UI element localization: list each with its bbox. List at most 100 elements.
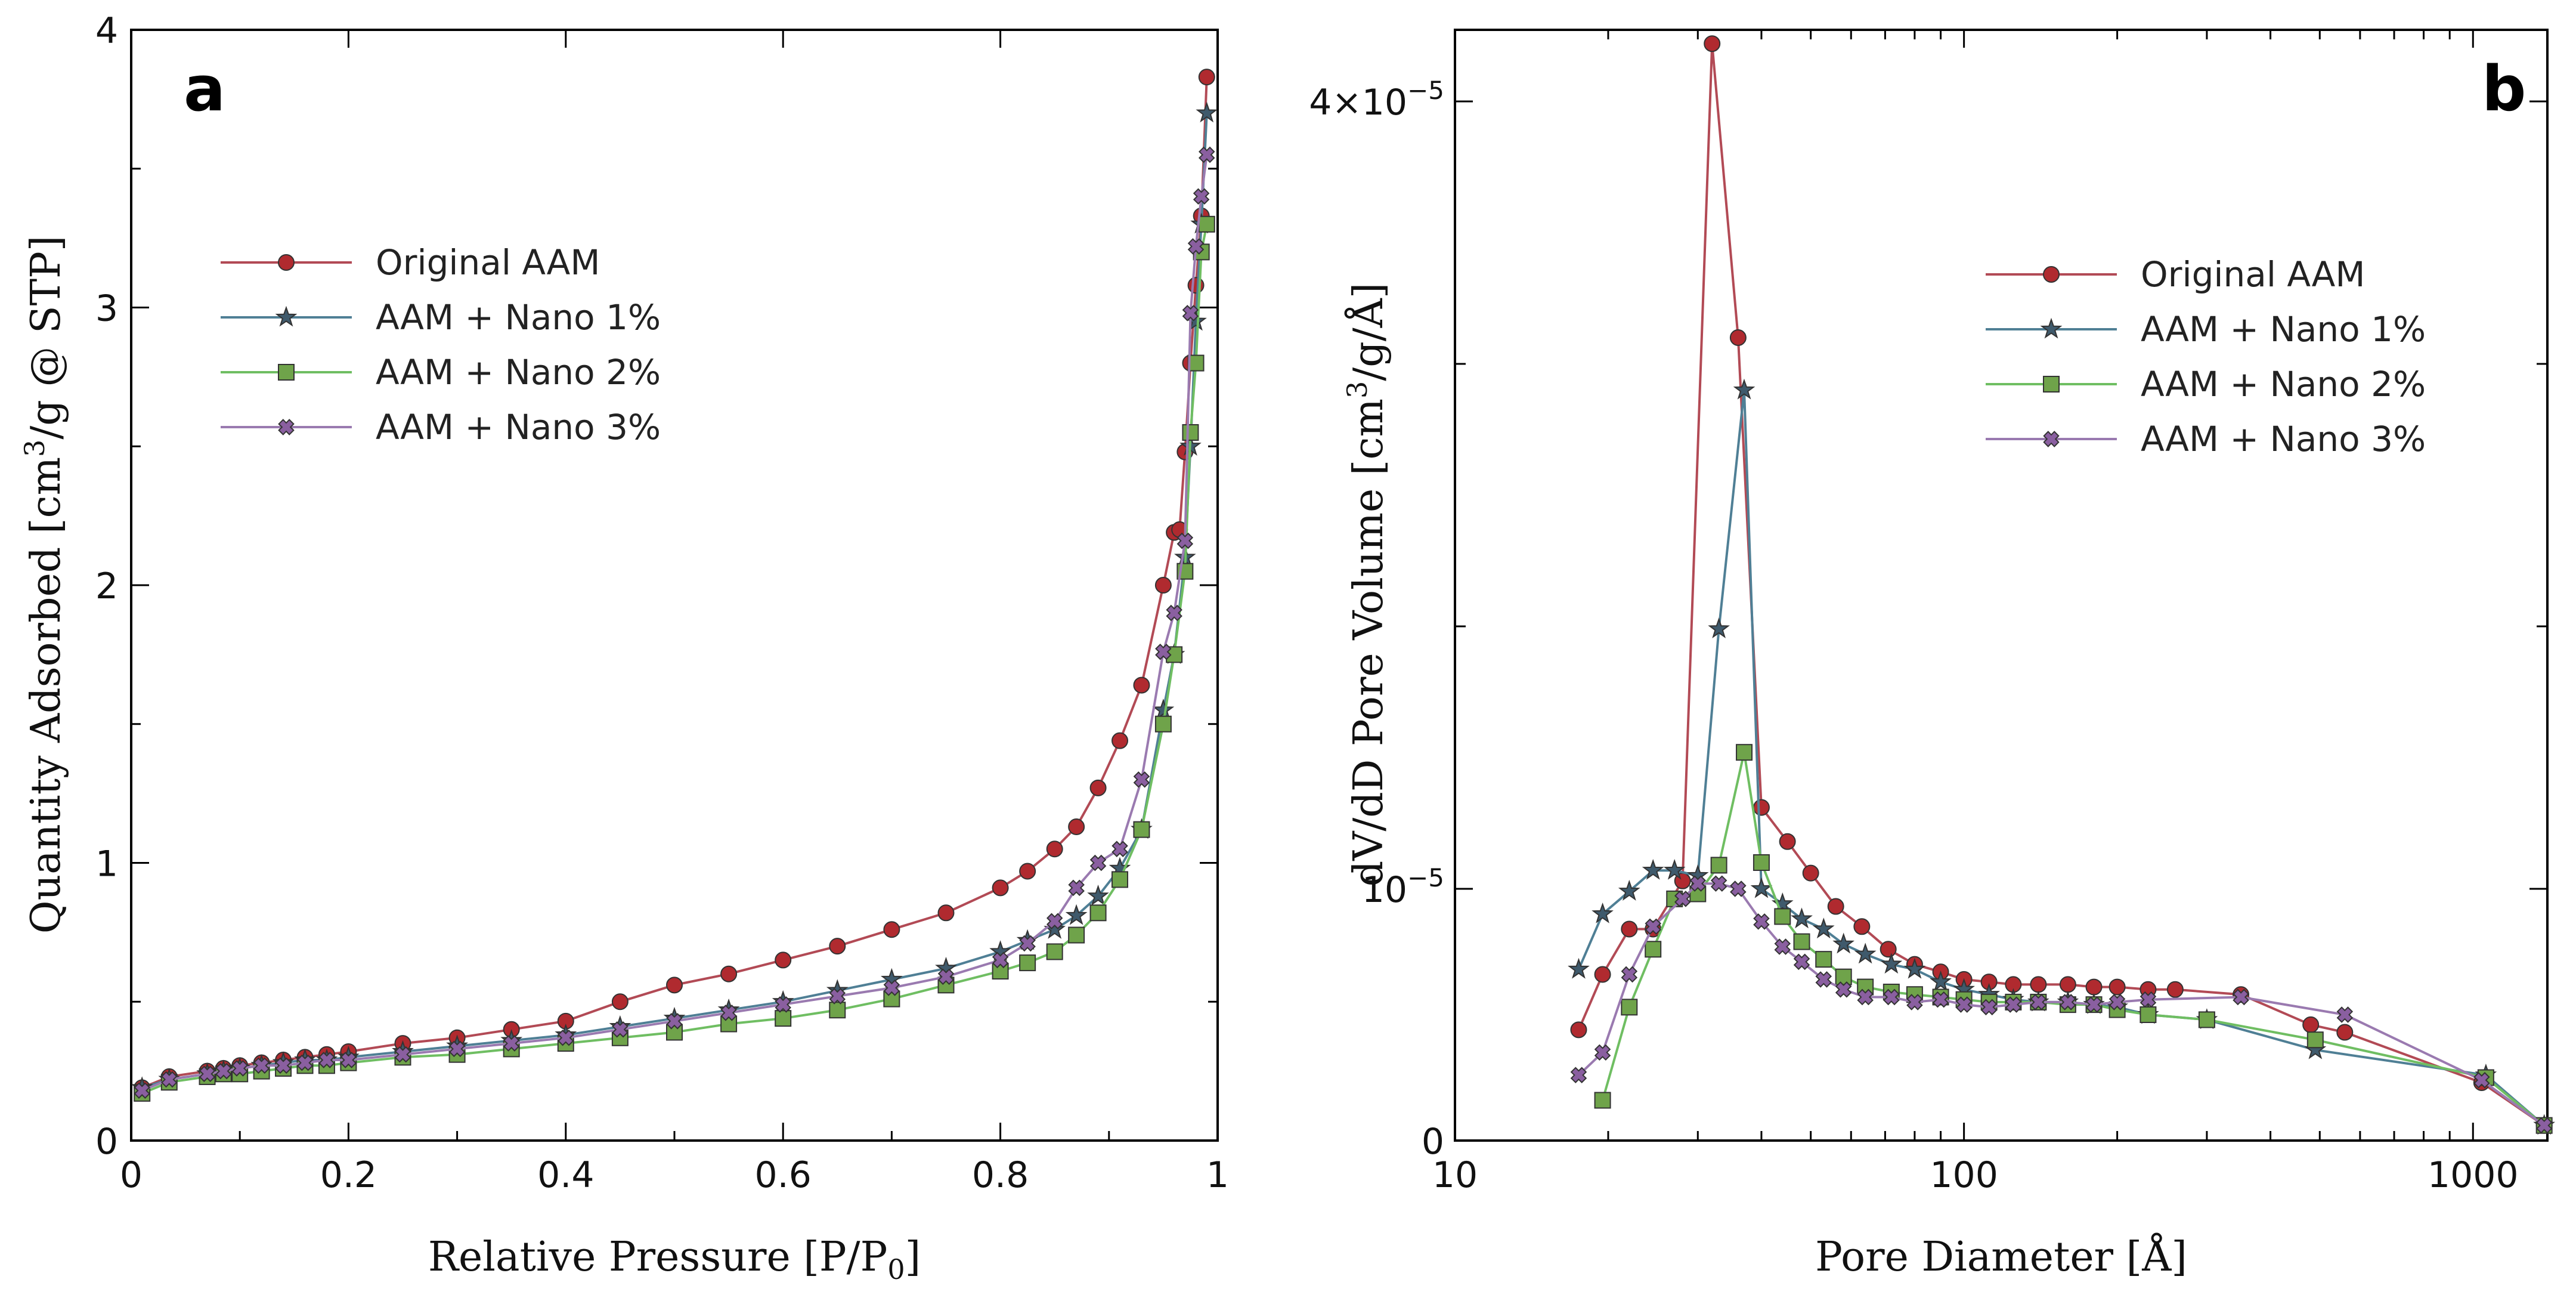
panel-b-pore-size-chart: 10 100 1000 0 10−5 4×10−5 b Pore Diameter [Å]… (1309, 29, 2555, 1281)
legend-label: AAM + Nano 2% (376, 352, 661, 393)
data-point-aam-nano-2 (1187, 354, 1205, 372)
data-point-original-aam (937, 904, 955, 922)
x-tick-label: 10 (1432, 1154, 1478, 1196)
legend-marker-icon (278, 419, 295, 435)
y-tick-label: 0 (1422, 1121, 1444, 1163)
data-point-original-aam (1802, 864, 1819, 882)
x-tick-label: 0.2 (320, 1154, 377, 1196)
data-point-original-aam (2302, 1016, 2320, 1033)
data-point-aam-nano-3 (1046, 913, 1063, 930)
data-point-aam-nano-3 (1906, 994, 1923, 1011)
data-point-aam-nano-3 (1089, 854, 1107, 872)
data-point-aam-nano-1 (1568, 957, 1590, 979)
data-point-aam-nano-2 (1621, 999, 1638, 1016)
data-point-aam-nano-1 (1854, 943, 1877, 964)
legend-marker-icon (275, 305, 298, 327)
data-point-aam-nano-2 (1019, 954, 1036, 972)
data-point-aam-nano-2 (1753, 854, 1770, 871)
legend-label: Original AAM (2141, 254, 2365, 295)
data-point-original-aam (883, 921, 900, 938)
data-point-aam-nano-3 (992, 951, 1009, 969)
data-point-aam-nano-3 (720, 1005, 737, 1021)
data-point-aam-nano-2 (2140, 1006, 2157, 1023)
x-tick-label: 100 (1930, 1154, 1998, 1196)
data-point-original-aam (1068, 818, 1085, 835)
data-point-aam-nano-3 (199, 1065, 216, 1083)
data-point-aam-nano-3 (2473, 1071, 2490, 1089)
data-point-original-aam (611, 993, 628, 1011)
data-point-aam-nano-3 (1753, 913, 1770, 930)
data-point-aam-nano-1 (1930, 970, 1952, 991)
data-point-aam-nano-2 (1068, 926, 1085, 944)
data-point-aam-nano-3 (318, 1052, 335, 1068)
data-point-aam-nano-1 (1708, 617, 1730, 638)
data-point-aam-nano-2 (1835, 968, 1852, 985)
data-point-original-aam (1089, 779, 1107, 796)
panel-b-legend: Original AAM AAM + Nano 1% AAM + Nano 2% AA… (1986, 254, 2426, 459)
legend-label: Original AAM (376, 242, 600, 283)
data-point-aam-nano-3 (2030, 994, 2047, 1011)
data-point-aam-nano-3 (1068, 879, 1085, 897)
legend-entry-original-aam: Original AAM (1986, 254, 2365, 295)
series-aam-nano-3 (134, 146, 1215, 1099)
data-point-aam-nano-1 (1663, 858, 1686, 880)
panel-b-y-axis-label: dV/dD Pore Volume [cm3/g/Å] (1341, 283, 1392, 887)
data-point-original-aam (992, 879, 1009, 897)
data-point-aam-nano-3 (503, 1035, 520, 1052)
data-point-aam-nano-1 (1903, 957, 1926, 979)
data-point-aam-nano-3 (1176, 532, 1194, 549)
y-tick-label: 1 (95, 843, 118, 885)
legend-entry-aam-nano-1: AAM + Nano 1% (221, 297, 661, 338)
data-point-aam-nano-3 (2060, 994, 2076, 1011)
x-tick-label: 1 (1206, 1154, 1229, 1196)
data-point-aam-nano-1 (1791, 907, 1813, 929)
y-tick-label: 2 (95, 566, 118, 607)
data-point-aam-nano-2 (1774, 908, 1791, 925)
data-point-aam-nano-2 (1793, 933, 1810, 950)
data-point-aam-nano-3 (1570, 1067, 1587, 1084)
data-point-original-aam (720, 965, 738, 982)
data-point-aam-nano-3 (1594, 1044, 1611, 1061)
legend-entry-aam-nano-3: AAM + Nano 3% (221, 407, 661, 447)
series-aam-nano-3 (1570, 875, 2553, 1134)
series-line-original-aam (141, 77, 1208, 1089)
data-point-aam-nano-3 (231, 1060, 249, 1077)
data-point-aam-nano-3 (1815, 971, 1832, 988)
data-point-aam-nano-3 (666, 1013, 683, 1030)
series-line-aam-nano-2 (141, 224, 1208, 1095)
data-point-aam-nano-3 (2005, 996, 2022, 1013)
data-point-aam-nano-3 (275, 1057, 292, 1074)
data-point-aam-nano-1 (1880, 953, 1903, 974)
data-point-aam-nano-3 (612, 1021, 628, 1038)
data-point-aam-nano-3 (1774, 938, 1791, 955)
data-point-aam-nano-1 (1618, 879, 1640, 901)
legend-marker-icon (278, 254, 295, 271)
data-point-aam-nano-3 (1793, 953, 1810, 971)
data-point-aam-nano-3 (2233, 988, 2249, 1006)
data-point-aam-nano-3 (340, 1052, 357, 1068)
data-point-original-aam (1704, 35, 1721, 52)
data-point-aam-nano-2 (1182, 424, 1199, 441)
panel-a-y-axis-label: Quantity Adsorbed [cm3/g @ STP] (18, 236, 70, 934)
data-point-aam-nano-2 (1736, 744, 1753, 761)
data-point-aam-nano-2 (1645, 941, 1662, 958)
data-point-aam-nano-2 (1133, 821, 1150, 838)
data-point-aam-nano-2 (1089, 904, 1107, 922)
data-point-aam-nano-1 (1642, 858, 1664, 880)
data-point-aam-nano-3 (558, 1029, 574, 1046)
data-point-original-aam (1853, 918, 1871, 935)
y-tick-label: 0 (95, 1121, 118, 1163)
x-tick-label: 0.4 (537, 1154, 594, 1196)
panel-a-isotherm-chart: 0 0.2 0.4 0.6 0.8 1 0 1 2 3 4 a Relative Pressure … (18, 10, 1229, 1286)
series-aam-nano-2 (134, 215, 1215, 1102)
series-aam-nano-1 (1568, 378, 2555, 1135)
data-point-original-aam (1779, 833, 1796, 850)
data-point-aam-nano-3 (2140, 991, 2157, 1008)
data-point-aam-nano-3 (448, 1040, 466, 1058)
data-point-aam-nano-1 (1065, 904, 1088, 925)
data-point-original-aam (1187, 277, 1205, 294)
data-point-aam-nano-3 (1689, 875, 1707, 892)
data-point-aam-nano-1 (1152, 699, 1175, 720)
panel-b-x-axis-label: Pore Diameter [Å] (1815, 1233, 2187, 1281)
y-tick-label: 10−5 (1362, 863, 1444, 911)
